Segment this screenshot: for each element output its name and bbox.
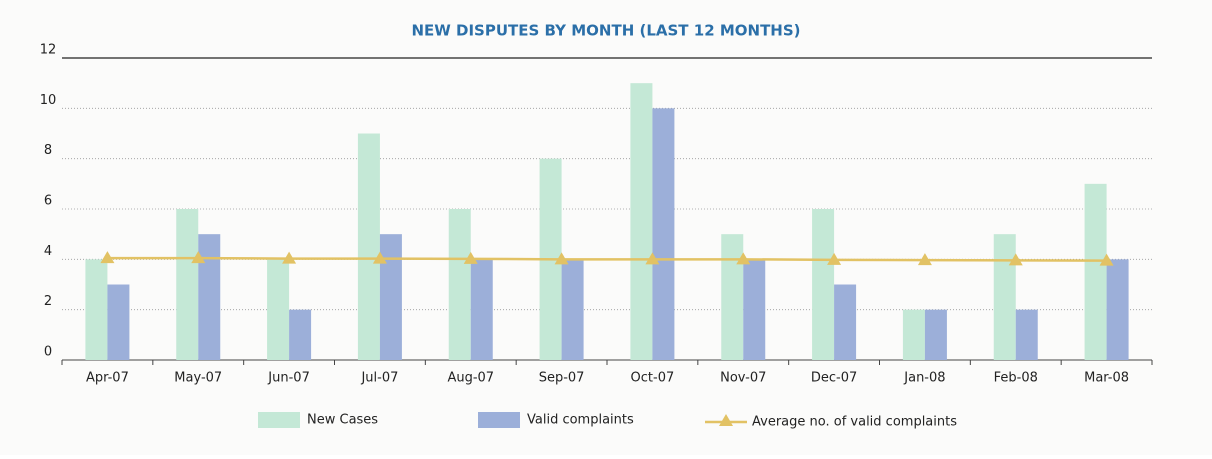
x-tick-label: Oct-07 <box>631 371 675 386</box>
y-tick-label: 4 <box>44 244 52 259</box>
line-marker <box>463 251 478 264</box>
bar <box>289 309 312 360</box>
x-tick-label: Feb-08 <box>994 371 1038 386</box>
bar <box>107 284 130 360</box>
line-marker <box>645 252 660 265</box>
y-tick-label: 0 <box>44 345 52 360</box>
bar <box>721 234 744 360</box>
bar <box>470 259 493 360</box>
line-marker <box>100 251 115 264</box>
bar <box>924 309 947 360</box>
line-marker <box>917 253 932 266</box>
x-tick-label: Nov-07 <box>720 371 766 386</box>
line-marker <box>282 251 297 264</box>
legend-marker <box>719 414 733 426</box>
legend-label: New Cases <box>307 413 378 428</box>
bar <box>743 259 766 360</box>
legend-label: Average no. of valid complaints <box>752 415 957 430</box>
bar <box>834 284 857 360</box>
bar <box>176 209 199 360</box>
bar <box>198 234 221 360</box>
legend-swatch <box>478 412 520 428</box>
y-tick-label: 2 <box>44 294 52 309</box>
legend-swatch <box>258 412 300 428</box>
x-tick-label: Aug-07 <box>447 371 494 386</box>
bar <box>267 259 290 360</box>
average-line <box>107 256 1107 262</box>
line-marker <box>191 251 206 264</box>
legend-label: Valid complaints <box>527 413 634 428</box>
x-tick-label: Jan-08 <box>903 371 945 386</box>
bar <box>902 309 925 360</box>
x-tick-label: Apr-07 <box>86 371 129 386</box>
bar <box>630 83 653 361</box>
bar <box>993 234 1016 360</box>
y-tick-label: 10 <box>40 93 57 108</box>
bar <box>1084 183 1107 360</box>
line-marker <box>554 252 569 265</box>
y-tick-label: 8 <box>44 143 52 158</box>
bar <box>1015 309 1038 360</box>
bar <box>652 108 675 360</box>
bar <box>85 259 108 360</box>
x-tick-label: May-07 <box>174 371 222 386</box>
y-tick-label: 12 <box>40 43 57 58</box>
x-tick-label: Jul-07 <box>360 371 398 386</box>
bar <box>561 259 584 360</box>
bar <box>357 133 380 360</box>
bar <box>379 234 402 360</box>
x-tick-label: Dec-07 <box>811 371 857 386</box>
x-tick-label: Mar-08 <box>1084 371 1129 386</box>
line-marker <box>372 251 387 264</box>
y-tick-label: 6 <box>44 194 52 209</box>
line-marker <box>827 252 842 265</box>
chart-title: NEW DISPUTES BY MONTH (LAST 12 MONTHS) <box>411 22 800 40</box>
line-marker <box>1099 253 1114 266</box>
line-marker <box>1008 253 1023 266</box>
bar <box>812 209 835 360</box>
x-tick-label: Jun-07 <box>267 371 310 386</box>
line-marker <box>736 252 751 265</box>
bar <box>448 209 471 360</box>
x-tick-label: Sep-07 <box>539 371 585 386</box>
bar <box>1106 259 1129 360</box>
